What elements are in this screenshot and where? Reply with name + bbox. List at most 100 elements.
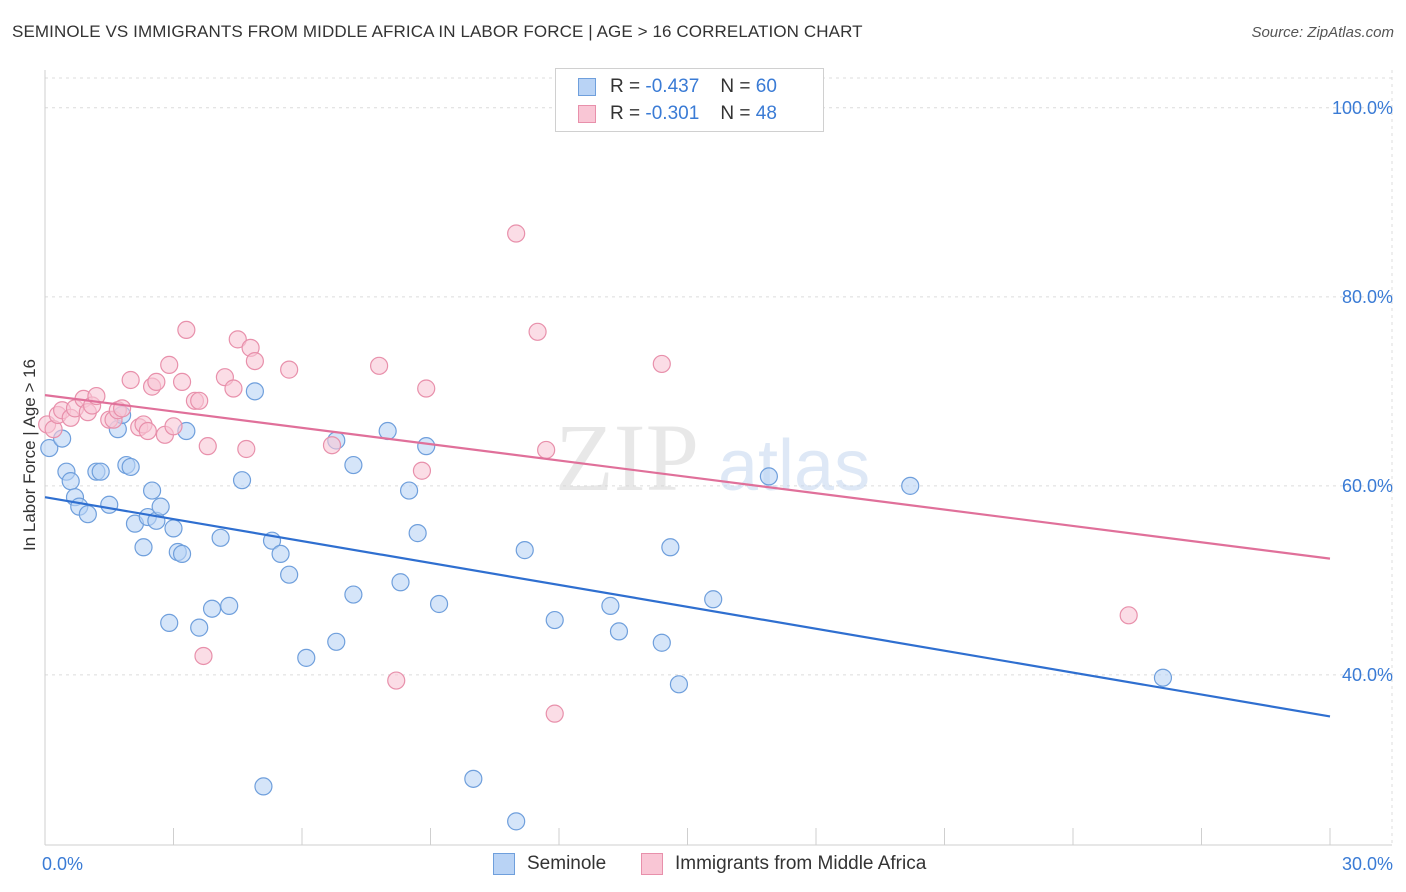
- legend-r-value: -0.301: [645, 103, 700, 124]
- legend-row-middle-africa: R = -0.301 N = 48: [578, 102, 777, 126]
- y-tick-label: 80.0%: [1342, 287, 1393, 307]
- legend-n-label: N =: [720, 76, 751, 97]
- data-point: [211, 528, 230, 547]
- legend-row-seminole: R = -0.437 N = 60: [578, 75, 777, 99]
- data-point: [121, 370, 140, 390]
- data-point: [194, 646, 213, 666]
- data-point: [759, 467, 778, 486]
- data-point: [322, 436, 342, 455]
- data-point: [652, 633, 671, 652]
- data-point: [901, 476, 920, 495]
- data-point: [507, 224, 526, 243]
- correlation-legend: R = -0.437 N = 60 R = -0.301 N = 48: [555, 68, 824, 132]
- trend-lines: [44, 394, 1331, 718]
- series-name-middle-africa: Immigrants from Middle Africa: [675, 853, 927, 874]
- legend-swatch-middle-africa: [578, 105, 596, 123]
- data-point: [198, 437, 217, 456]
- axes: [44, 70, 1392, 846]
- data-points: [38, 224, 1173, 831]
- data-point: [190, 391, 209, 410]
- legend-r-value: -0.437: [645, 76, 700, 97]
- data-point: [224, 379, 243, 398]
- y-tick-label: 60.0%: [1342, 476, 1393, 496]
- data-point: [652, 354, 671, 374]
- data-point: [537, 440, 556, 460]
- data-point: [417, 379, 436, 398]
- data-point: [142, 481, 162, 500]
- watermark-atlas: atlas: [718, 426, 870, 506]
- data-point: [121, 457, 140, 477]
- data-point: [344, 455, 363, 475]
- data-point: [1119, 606, 1138, 625]
- data-point: [172, 372, 192, 391]
- data-point: [545, 704, 564, 723]
- data-point: [202, 599, 222, 618]
- data-point: [151, 497, 170, 516]
- data-point: [280, 360, 299, 379]
- data-point: [91, 462, 110, 481]
- data-point: [164, 519, 183, 538]
- data-point: [609, 622, 629, 641]
- data-point: [528, 322, 547, 341]
- trend-line-0: [44, 496, 1331, 718]
- data-point: [507, 812, 526, 831]
- series-swatch-seminole: [493, 853, 515, 875]
- y-tick-labels: 40.0% 60.0% 80.0% 100.0%: [1332, 98, 1393, 685]
- data-point: [220, 596, 239, 615]
- data-point: [545, 610, 564, 630]
- data-point: [172, 544, 192, 564]
- series-swatch-middle-africa: [641, 853, 663, 875]
- data-point: [228, 330, 247, 349]
- chart-source: Source: ZipAtlas.com: [1251, 24, 1394, 41]
- data-point: [100, 495, 119, 514]
- legend-n-label: N =: [720, 103, 751, 124]
- data-point: [515, 541, 534, 560]
- data-point: [280, 565, 299, 584]
- watermark: ZIP atlas: [555, 404, 870, 511]
- data-point: [138, 421, 157, 441]
- data-point: [160, 355, 179, 374]
- data-point: [391, 573, 410, 592]
- series-points-1: [38, 224, 1138, 723]
- data-point: [134, 538, 153, 557]
- data-point: [40, 438, 59, 458]
- series-points-0: [40, 382, 1173, 831]
- data-point: [78, 505, 97, 524]
- data-point: [190, 618, 209, 637]
- legend-n-value: 60: [755, 76, 777, 97]
- watermark-zip: ZIP: [555, 404, 699, 511]
- legend-r-label: R =: [610, 103, 641, 124]
- data-point: [327, 632, 346, 651]
- data-point: [297, 648, 316, 667]
- data-point: [464, 769, 483, 788]
- data-point: [112, 399, 132, 418]
- y-axis-label: In Labor Force | Age > 16: [20, 358, 39, 552]
- data-point: [147, 372, 166, 391]
- x-tick-labels: 0.0% 30.0%: [42, 854, 1393, 874]
- legend-swatch-seminole: [578, 78, 596, 96]
- data-point: [237, 439, 256, 459]
- trend-line-1: [44, 394, 1331, 560]
- x-tick-label: 30.0%: [1342, 854, 1393, 874]
- data-point: [245, 382, 264, 401]
- legend-n-value: 48: [755, 103, 777, 124]
- chart-title: SEMINOLE VS IMMIGRANTS FROM MIDDLE AFRIC…: [12, 22, 863, 41]
- data-point: [254, 777, 273, 796]
- data-point: [429, 594, 449, 614]
- data-point: [661, 538, 680, 557]
- data-point: [164, 417, 183, 436]
- series-name-seminole: Seminole: [527, 853, 607, 874]
- data-point: [601, 596, 620, 615]
- data-point: [232, 471, 252, 490]
- series-legend-middle-africa: Immigrants from Middle Africa: [641, 852, 926, 876]
- data-point: [1153, 668, 1173, 687]
- data-point: [387, 671, 406, 690]
- data-point: [271, 544, 290, 564]
- data-point: [370, 356, 389, 375]
- data-point: [417, 437, 436, 456]
- data-point: [61, 472, 80, 491]
- legend-r-label: R =: [610, 76, 641, 97]
- data-point: [408, 524, 427, 543]
- x-tick-label: 0.0%: [42, 854, 83, 874]
